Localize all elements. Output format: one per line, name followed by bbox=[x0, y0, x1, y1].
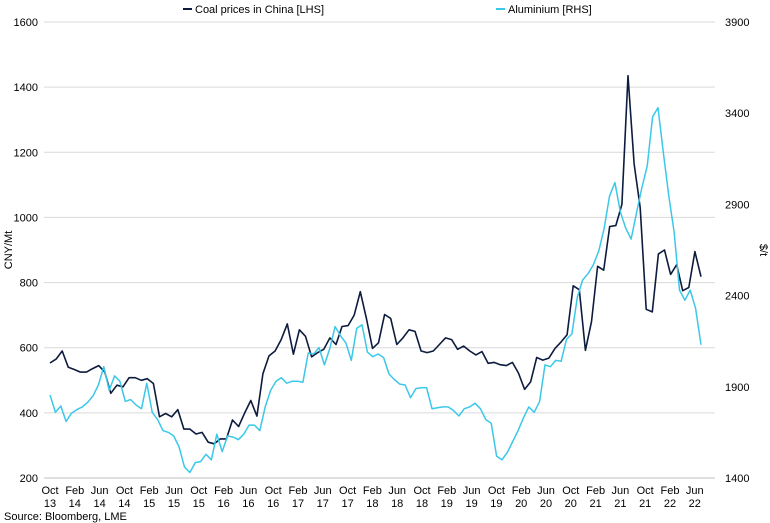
x-tick-year: 22 bbox=[689, 498, 701, 510]
x-tick-month: Jun bbox=[91, 485, 109, 497]
right-tick-label: 2400 bbox=[725, 291, 749, 303]
x-tick-month: Feb bbox=[437, 485, 456, 497]
right-tick-label: 3400 bbox=[725, 108, 749, 120]
left-tick-label: 200 bbox=[20, 473, 38, 485]
x-tick-month: Jun bbox=[240, 485, 258, 497]
x-tick-month: Oct bbox=[265, 485, 282, 497]
x-tick-year: 15 bbox=[143, 498, 155, 510]
right-tick-label: 1400 bbox=[725, 473, 749, 485]
legend: Coal prices in China [LHS] Aluminium [RH… bbox=[183, 4, 592, 16]
x-tick-year: 19 bbox=[441, 498, 453, 510]
x-tick-month: Jun bbox=[463, 485, 481, 497]
x-tick-month: Feb bbox=[65, 485, 84, 497]
x-tick-month: Jun bbox=[537, 485, 555, 497]
x-tick-year: 14 bbox=[118, 498, 130, 510]
left-axis-ticks: 200 400 600 800 1000 1200 1400 1600 bbox=[14, 17, 38, 485]
x-tick-year: 15 bbox=[168, 498, 180, 510]
right-axis-title: $/t bbox=[757, 244, 769, 256]
x-tick-month: Oct bbox=[637, 485, 654, 497]
x-tick-month: Oct bbox=[413, 485, 430, 497]
x-tick-year: 13 bbox=[44, 498, 56, 510]
x-tick-year: 21 bbox=[614, 498, 626, 510]
left-tick-label: 1000 bbox=[14, 212, 38, 224]
x-tick-month: Jun bbox=[388, 485, 406, 497]
x-tick-year: 20 bbox=[515, 498, 527, 510]
x-tick-year: 14 bbox=[69, 498, 81, 510]
right-tick-label: 2900 bbox=[725, 199, 749, 211]
x-tick-month: Feb bbox=[140, 485, 159, 497]
x-tick-month: Feb bbox=[289, 485, 308, 497]
x-tick-year: 17 bbox=[317, 498, 329, 510]
left-tick-label: 600 bbox=[20, 343, 38, 355]
x-tick-year: 18 bbox=[416, 498, 428, 510]
x-tick-month: Feb bbox=[586, 485, 605, 497]
x-tick-month: Feb bbox=[512, 485, 531, 497]
x-tick-month: Oct bbox=[41, 485, 58, 497]
x-tick-year: 16 bbox=[242, 498, 254, 510]
gridlines bbox=[44, 21, 715, 414]
x-tick-year: 14 bbox=[93, 498, 105, 510]
x-tick-year: 16 bbox=[267, 498, 279, 510]
x-tick-year: 21 bbox=[589, 498, 601, 510]
x-tick-month: Feb bbox=[363, 485, 382, 497]
x-tick-month: Oct bbox=[116, 485, 133, 497]
source-note: Source: Bloomberg, LME bbox=[4, 511, 127, 523]
x-tick-month: Jun bbox=[165, 485, 183, 497]
x-tick-year: 22 bbox=[664, 498, 676, 510]
x-tick-month: Jun bbox=[686, 485, 704, 497]
right-axis-ticks: 1400 1900 2400 2900 3400 3900 bbox=[725, 17, 749, 485]
x-tick-month: Jun bbox=[612, 485, 630, 497]
x-tick-month: Oct bbox=[562, 485, 579, 497]
right-tick-label: 1900 bbox=[725, 382, 749, 394]
x-tick-month: Oct bbox=[339, 485, 356, 497]
aluminium-price-line bbox=[49, 106, 702, 474]
legend-label-coal: Coal prices in China [LHS] bbox=[195, 4, 324, 16]
x-tick-month: Oct bbox=[190, 485, 207, 497]
x-tick-year: 20 bbox=[565, 498, 577, 510]
x-tick-year: 21 bbox=[639, 498, 651, 510]
left-tick-label: 1600 bbox=[14, 17, 38, 29]
left-tick-label: 800 bbox=[20, 278, 38, 290]
x-tick-year: 16 bbox=[217, 498, 229, 510]
left-axis-title: CNY/Mt bbox=[3, 231, 15, 270]
x-axis-ticks: Oct13Feb14Jun14Oct14Feb15Jun15Oct15Feb16… bbox=[41, 485, 703, 510]
x-tick-month: Jun bbox=[314, 485, 332, 497]
x-tick-year: 17 bbox=[341, 498, 353, 510]
x-tick-year: 20 bbox=[540, 498, 552, 510]
left-tick-label: 1200 bbox=[14, 147, 38, 159]
right-tick-label: 3900 bbox=[725, 17, 749, 29]
x-tick-year: 19 bbox=[490, 498, 502, 510]
left-tick-label: 1400 bbox=[14, 82, 38, 94]
x-tick-year: 15 bbox=[193, 498, 205, 510]
x-tick-month: Oct bbox=[488, 485, 505, 497]
x-tick-year: 18 bbox=[391, 498, 403, 510]
series-lines bbox=[49, 74, 702, 474]
x-tick-month: Feb bbox=[661, 485, 680, 497]
x-tick-year: 18 bbox=[366, 498, 378, 510]
x-tick-year: 17 bbox=[292, 498, 304, 510]
legend-label-aluminium: Aluminium [RHS] bbox=[508, 4, 592, 16]
coal-price-line bbox=[49, 74, 702, 445]
x-tick-month: Feb bbox=[214, 485, 233, 497]
x-tick-year: 19 bbox=[465, 498, 477, 510]
left-tick-label: 400 bbox=[20, 408, 38, 420]
